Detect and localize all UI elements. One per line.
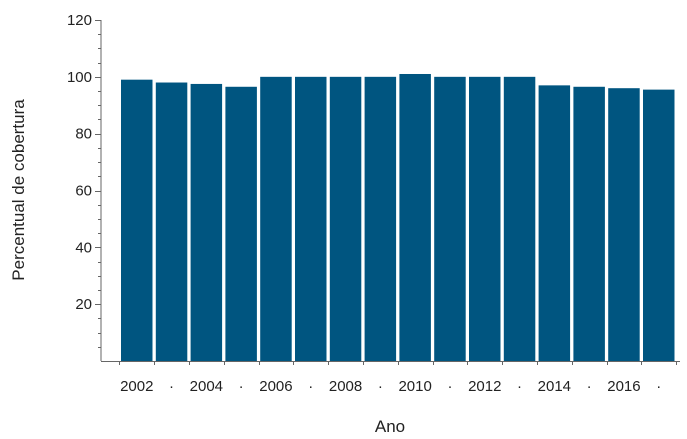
- bar-2010: [399, 73, 431, 361]
- bar-2013: [503, 76, 536, 361]
- y-tick-label-40: 40: [75, 239, 92, 256]
- x-axis-title: Ano: [375, 417, 405, 436]
- bar-2014: [538, 85, 571, 361]
- x-tick-separator: ·: [378, 378, 383, 395]
- x-tick-label-2006: 2006: [259, 378, 292, 395]
- y-tick-label-120: 120: [67, 12, 92, 29]
- x-tick-separator: ·: [656, 378, 661, 395]
- y-axis: 20 40 60 80 100 120: [67, 12, 102, 361]
- x-tick-label-2012: 2012: [468, 378, 501, 395]
- bar-2016: [608, 88, 640, 361]
- bar-2017: [643, 89, 675, 361]
- y-tick-label-100: 100: [67, 69, 92, 86]
- y-tick-label-80: 80: [75, 126, 92, 143]
- bar-2008: [329, 76, 362, 361]
- bar-2015: [573, 86, 605, 361]
- x-tick-label-2010: 2010: [398, 378, 431, 395]
- x-tick-label-2016: 2016: [607, 378, 640, 395]
- x-tick-label-2004: 2004: [190, 378, 223, 395]
- bar-2002: [121, 79, 153, 362]
- bar-2007: [295, 76, 327, 361]
- bar-2009: [364, 76, 397, 361]
- bar-2005: [225, 86, 257, 361]
- x-axis: 2002 · 2004 · 2006 · 2008 · 2010 · 2012 · 2014 · 2016 ·: [101, 361, 680, 395]
- bar-2011: [434, 76, 466, 361]
- x-tick-label-2008: 2008: [329, 378, 362, 395]
- x-tick-separator: ·: [308, 378, 313, 395]
- y-tick-label-20: 20: [75, 296, 92, 313]
- y-axis-title: Percentual de cobertura: [9, 99, 28, 281]
- bar-2003: [155, 82, 188, 362]
- bar-2006: [260, 76, 292, 361]
- bar-2012: [469, 76, 501, 361]
- x-tick-separator: ·: [169, 378, 174, 395]
- x-tick-label-2002: 2002: [120, 378, 153, 395]
- y-tick-label-60: 60: [75, 183, 92, 200]
- bar-2004: [190, 83, 223, 361]
- x-tick-separator: ·: [447, 378, 452, 395]
- bars-group: [121, 73, 675, 362]
- x-tick-separator: ·: [239, 378, 244, 395]
- x-tick-label-2014: 2014: [538, 378, 571, 395]
- x-tick-separator: ·: [517, 378, 522, 395]
- x-tick-separator: ·: [587, 378, 592, 395]
